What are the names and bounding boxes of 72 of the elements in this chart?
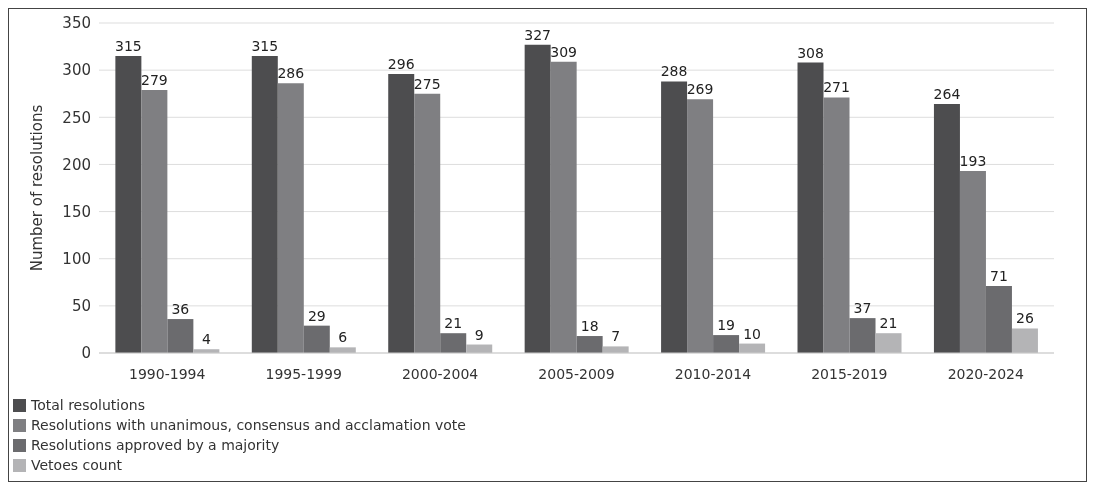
data-label: 279 <box>141 71 168 88</box>
data-label: 6 <box>338 329 348 346</box>
x-tick-label: 2020-2024 <box>947 365 1025 382</box>
bar <box>576 336 603 353</box>
y-tick-label: 0 <box>81 344 91 363</box>
bar <box>115 56 142 353</box>
x-tick-label: 2000-2004 <box>401 365 479 382</box>
data-label: 286 <box>277 65 305 82</box>
data-label: 36 <box>171 301 190 318</box>
bar <box>875 333 902 353</box>
bar <box>524 44 551 353</box>
bar <box>167 319 194 353</box>
data-label: 21 <box>444 315 463 332</box>
data-label: 327 <box>524 26 552 43</box>
y-tick-label: 50 <box>71 297 91 316</box>
bar <box>141 89 168 353</box>
data-label: 18 <box>580 318 599 335</box>
x-tick-label: 2015-2019 <box>811 365 888 382</box>
bar <box>277 83 304 353</box>
y-tick-label: 250 <box>62 108 91 127</box>
y-tick-label: 100 <box>62 250 91 269</box>
bar <box>1011 328 1038 353</box>
bar <box>550 61 577 353</box>
data-label: 21 <box>879 315 898 332</box>
data-label: 26 <box>1016 310 1034 327</box>
legend-label: Resolutions approved by a majority <box>31 436 280 455</box>
data-label: 315 <box>115 38 142 54</box>
y-tick-label: 350 <box>62 14 91 33</box>
legend-label: Vetoes count <box>31 456 123 475</box>
y-tick-label: 200 <box>62 155 91 174</box>
data-label: 271 <box>823 79 850 96</box>
y-axis-title: Number of resolutions <box>28 104 47 272</box>
data-label: 4 <box>201 331 211 348</box>
y-tick-label: 300 <box>62 61 91 80</box>
bar <box>713 335 740 353</box>
data-label: 193 <box>959 153 987 170</box>
data-label: 269 <box>686 81 714 98</box>
bar <box>440 333 467 353</box>
data-label: 296 <box>387 55 415 72</box>
legend-label: Total resolutions <box>31 396 145 415</box>
x-tick-label: 1990-1994 <box>129 365 206 382</box>
data-label: 37 <box>853 300 872 317</box>
bar <box>985 286 1012 353</box>
data-label: 29 <box>307 307 326 324</box>
data-label: 10 <box>743 325 761 342</box>
legend-label: Resolutions with unanimous, consensus and acclamation vote <box>31 416 466 435</box>
data-label: 288 <box>660 63 688 80</box>
data-label: 309 <box>550 43 578 60</box>
bar <box>251 56 278 353</box>
x-tick-label: 2010-2014 <box>674 365 752 382</box>
data-label: 19 <box>717 317 735 334</box>
data-label: 275 <box>413 75 441 92</box>
data-label: 71 <box>990 268 1008 285</box>
bar <box>797 62 824 353</box>
bar <box>388 73 415 353</box>
bar <box>602 346 629 353</box>
y-tick-label: 150 <box>62 202 91 221</box>
bar <box>687 99 714 353</box>
bar <box>823 97 850 353</box>
bar <box>933 104 960 353</box>
data-label: 7 <box>611 328 621 345</box>
x-tick-label: 1995-1999 <box>265 365 342 382</box>
x-tick-label: 2005-2009 <box>538 365 615 382</box>
data-label: 315 <box>251 38 279 54</box>
bar <box>303 325 330 353</box>
data-label: 308 <box>797 44 824 61</box>
bar <box>849 318 876 353</box>
data-label: 264 <box>933 86 961 103</box>
bar <box>661 81 688 353</box>
bar <box>959 171 986 353</box>
bar <box>414 93 441 353</box>
data-label: 9 <box>474 326 484 343</box>
